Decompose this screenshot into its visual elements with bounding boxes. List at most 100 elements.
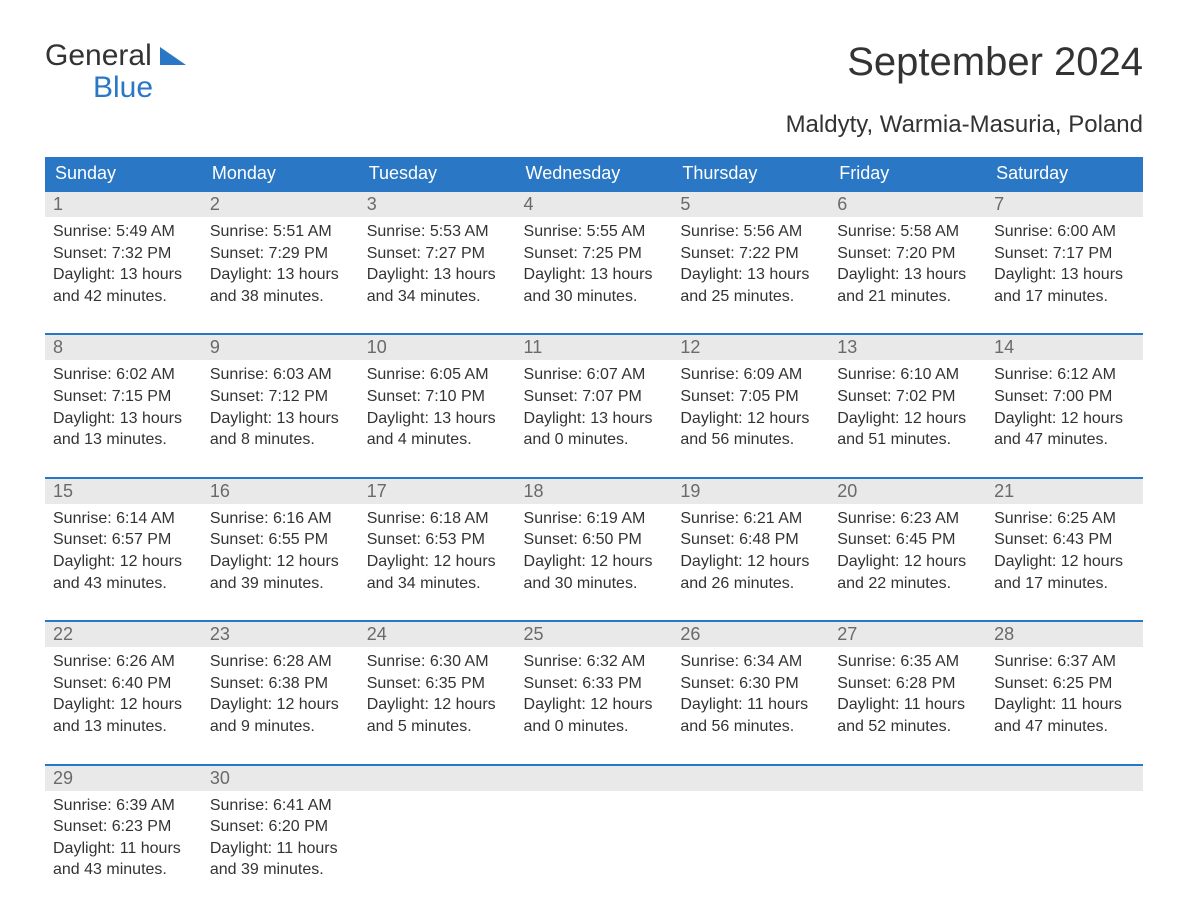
calendar-cell: 21Sunrise: 6:25 AMSunset: 6:43 PMDayligh… (986, 478, 1143, 621)
day-body: Sunrise: 6:21 AMSunset: 6:48 PMDaylight:… (672, 504, 829, 620)
day-body: Sunrise: 5:56 AMSunset: 7:22 PMDaylight:… (672, 217, 829, 333)
daylight-line1: Daylight: 11 hours (680, 694, 821, 716)
day-number: 6 (829, 192, 986, 217)
day-body: Sunrise: 6:09 AMSunset: 7:05 PMDaylight:… (672, 360, 829, 476)
daylight-line2: and 43 minutes. (53, 859, 194, 881)
daylight-line1: Daylight: 12 hours (680, 551, 821, 573)
day-body: Sunrise: 6:25 AMSunset: 6:43 PMDaylight:… (986, 504, 1143, 620)
sunrise-text: Sunrise: 6:02 AM (53, 364, 194, 386)
day-number: 12 (672, 335, 829, 360)
sunrise-text: Sunrise: 6:39 AM (53, 795, 194, 817)
day-body: Sunrise: 6:18 AMSunset: 6:53 PMDaylight:… (359, 504, 516, 620)
sunset-text: Sunset: 6:30 PM (680, 673, 821, 695)
sunrise-text: Sunrise: 5:58 AM (837, 221, 978, 243)
calendar-cell: 1Sunrise: 5:49 AMSunset: 7:32 PMDaylight… (45, 191, 202, 334)
day-number: 8 (45, 335, 202, 360)
daylight-line2: and 47 minutes. (994, 716, 1135, 738)
daylight-line2: and 34 minutes. (367, 286, 508, 308)
daylight-line2: and 13 minutes. (53, 429, 194, 451)
daylight-line2: and 4 minutes. (367, 429, 508, 451)
calendar-cell: 25Sunrise: 6:32 AMSunset: 6:33 PMDayligh… (516, 621, 673, 764)
sunset-text: Sunset: 7:25 PM (524, 243, 665, 265)
daylight-line1: Daylight: 13 hours (367, 264, 508, 286)
daylight-line1: Daylight: 13 hours (367, 408, 508, 430)
calendar-cell (829, 765, 986, 907)
calendar-cell: 28Sunrise: 6:37 AMSunset: 6:25 PMDayligh… (986, 621, 1143, 764)
daylight-line1: Daylight: 12 hours (53, 694, 194, 716)
daylight-line1: Daylight: 12 hours (367, 694, 508, 716)
daylight-line1: Daylight: 11 hours (837, 694, 978, 716)
sunrise-text: Sunrise: 6:16 AM (210, 508, 351, 530)
day-number: 17 (359, 479, 516, 504)
day-number: 15 (45, 479, 202, 504)
daylight-line1: Daylight: 13 hours (210, 264, 351, 286)
calendar-cell: 29Sunrise: 6:39 AMSunset: 6:23 PMDayligh… (45, 765, 202, 907)
daylight-line2: and 47 minutes. (994, 429, 1135, 451)
daylight-line1: Daylight: 13 hours (680, 264, 821, 286)
calendar-cell: 5Sunrise: 5:56 AMSunset: 7:22 PMDaylight… (672, 191, 829, 334)
daylight-line1: Daylight: 11 hours (210, 838, 351, 860)
calendar-week-row: 1 Sunrise: 5:49 AMSunset: 7:32 PM Daylight… (45, 191, 1143, 334)
sunrise-text: Sunrise: 6:35 AM (837, 651, 978, 673)
day-number: 11 (516, 335, 673, 360)
daylight-line2: and 43 minutes. (53, 573, 194, 595)
sunrise-text: Sunrise: 6:09 AM (680, 364, 821, 386)
day-body: Sunrise: 5:58 AMSunset: 7:20 PMDaylight:… (829, 217, 986, 333)
day-number: 23 (202, 622, 359, 647)
day-body: Sunrise: 6:07 AMSunset: 7:07 PMDaylight:… (516, 360, 673, 476)
sunset-text: Sunset: 7:32 PM (53, 243, 194, 265)
day-body: Sunrise: 6:28 AMSunset: 6:38 PMDaylight:… (202, 647, 359, 763)
calendar-week-row: 15Sunrise: 6:14 AMSunset: 6:57 PMDayligh… (45, 478, 1143, 621)
sunset-text: Sunset: 6:23 PM (53, 816, 194, 838)
daylight-line2: and 17 minutes. (994, 286, 1135, 308)
sunrise-text: Sunrise: 6:21 AM (680, 508, 821, 530)
sunset-text: Sunset: 6:48 PM (680, 529, 821, 551)
sunset-text: Sunset: 6:33 PM (524, 673, 665, 695)
calendar-cell (516, 765, 673, 907)
day-body: Sunrise: 5:55 AMSunset: 7:25 PMDaylight:… (516, 217, 673, 333)
daylight-line1: Daylight: 12 hours (524, 551, 665, 573)
sunset-text: Sunset: 7:05 PM (680, 386, 821, 408)
daylight-line2: and 30 minutes. (524, 573, 665, 595)
col-sunday: Sunday (45, 157, 202, 191)
day-number: 1 (45, 192, 202, 217)
sunrise-text: Sunrise: 6:14 AM (53, 508, 194, 530)
sunrise-text: Sunrise: 5:49 AM (53, 221, 194, 243)
daylight-line1: Daylight: 13 hours (994, 264, 1135, 286)
calendar-cell: 16Sunrise: 6:16 AMSunset: 6:55 PMDayligh… (202, 478, 359, 621)
daylight-line1: Daylight: 11 hours (994, 694, 1135, 716)
day-number: 2 (202, 192, 359, 217)
sunrise-text: Sunrise: 6:12 AM (994, 364, 1135, 386)
sunrise-text: Sunrise: 6:34 AM (680, 651, 821, 673)
daylight-line1: Daylight: 12 hours (367, 551, 508, 573)
day-number: 24 (359, 622, 516, 647)
page-title: September 2024 (847, 40, 1143, 85)
sunrise-text: Sunrise: 6:37 AM (994, 651, 1135, 673)
calendar-cell: 12Sunrise: 6:09 AMSunset: 7:05 PMDayligh… (672, 334, 829, 477)
calendar-cell: 9Sunrise: 6:03 AMSunset: 7:12 PMDaylight… (202, 334, 359, 477)
sunrise-text: Sunrise: 6:19 AM (524, 508, 665, 530)
calendar-cell: 2Sunrise: 5:51 AMSunset: 7:29 PMDaylight… (202, 191, 359, 334)
day-body: Sunrise: 6:12 AMSunset: 7:00 PMDaylight:… (986, 360, 1143, 476)
calendar-cell: 8Sunrise: 6:02 AMSunset: 7:15 PMDaylight… (45, 334, 202, 477)
day-body: Sunrise: 6:37 AMSunset: 6:25 PMDaylight:… (986, 647, 1143, 763)
day-body: Sunrise: 6:39 AMSunset: 6:23 PMDaylight:… (45, 791, 202, 907)
calendar-cell: 4Sunrise: 5:55 AMSunset: 7:25 PMDaylight… (516, 191, 673, 334)
daylight-line2: and 8 minutes. (210, 429, 351, 451)
daylight-line1: Daylight: 12 hours (210, 694, 351, 716)
sunrise-text: Sunrise: 6:07 AM (524, 364, 665, 386)
sunset-text: Sunset: 7:20 PM (837, 243, 978, 265)
calendar-cell: 11Sunrise: 6:07 AMSunset: 7:07 PMDayligh… (516, 334, 673, 477)
sunrise-text: Sunrise: 6:03 AM (210, 364, 351, 386)
sunset-text: Sunset: 7:17 PM (994, 243, 1135, 265)
daylight-line1: Daylight: 13 hours (524, 408, 665, 430)
calendar-cell: 20Sunrise: 6:23 AMSunset: 6:45 PMDayligh… (829, 478, 986, 621)
calendar-cell: 3Sunrise: 5:53 AMSunset: 7:27 PMDaylight… (359, 191, 516, 334)
day-number: 13 (829, 335, 986, 360)
calendar-week-row: 29Sunrise: 6:39 AMSunset: 6:23 PMDayligh… (45, 765, 1143, 907)
daylight-line1: Daylight: 12 hours (994, 551, 1135, 573)
daylight-line2: and 52 minutes. (837, 716, 978, 738)
sunrise-text: Sunrise: 6:18 AM (367, 508, 508, 530)
calendar-cell (986, 765, 1143, 907)
sunrise-text: Sunrise: 6:00 AM (994, 221, 1135, 243)
